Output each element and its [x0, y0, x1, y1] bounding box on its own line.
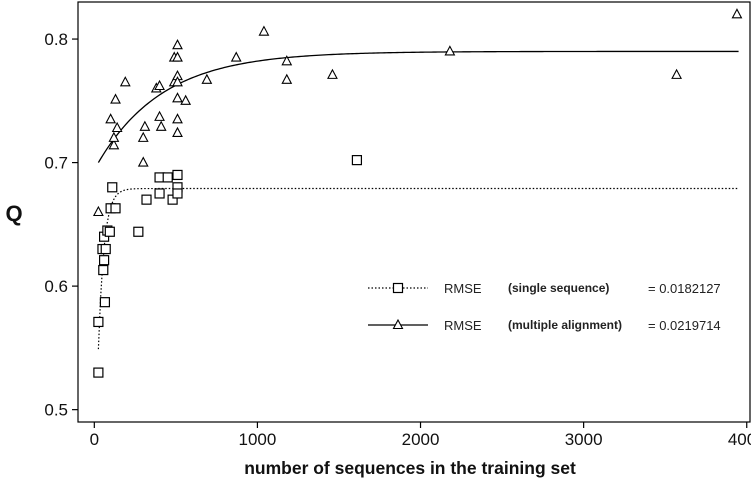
y-axis: 0.5 0.6 0.7 0.8	[44, 30, 78, 420]
x-tick-label: 4000	[728, 430, 751, 449]
point-multiple-alignment	[154, 79, 165, 91]
point-multiple-alignment	[108, 131, 120, 142]
point-multiple-alignment	[111, 121, 123, 133]
point-multiple-alignment	[172, 92, 183, 103]
legend-value: = 0.0219714	[648, 318, 721, 333]
y-tick-label: 0.7	[44, 154, 68, 173]
point-single-sequence	[99, 297, 111, 308]
x-tick-label: 0	[90, 430, 99, 449]
point-single-sequence	[172, 169, 183, 181]
legend-description: (single sequence)	[508, 281, 609, 295]
legend-value: = 0.0182127	[648, 281, 721, 296]
point-multiple-alignment	[137, 156, 149, 167]
point-multiple-alignment	[139, 120, 151, 131]
point-single-sequence	[107, 182, 118, 193]
y-tick-label: 0.6	[44, 277, 68, 296]
point-single-sequence	[98, 255, 110, 266]
point-single-sequence	[133, 226, 144, 237]
x-axis-title: number of sequences in the training set	[244, 458, 576, 478]
legend-label: RMSE	[444, 318, 482, 333]
point-single-sequence	[351, 155, 363, 166]
point-multiple-alignment	[281, 73, 293, 84]
fit-curve-multiple-alignment	[97, 50, 739, 163]
point-multiple-alignment	[108, 139, 120, 150]
data-points	[92, 8, 743, 378]
y-tick-label: 0.8	[44, 30, 68, 49]
x-tick-label: 1000	[239, 430, 277, 449]
point-multiple-alignment	[258, 25, 270, 36]
point-multiple-alignment	[230, 51, 242, 62]
legend-label: RMSE	[444, 281, 482, 296]
point-multiple-alignment	[172, 126, 183, 137]
point-multiple-alignment	[671, 68, 683, 79]
point-single-sequence	[93, 367, 104, 378]
point-multiple-alignment	[92, 205, 104, 217]
point-multiple-alignment	[172, 76, 183, 87]
point-single-sequence	[100, 243, 111, 255]
legend: RMSE (single sequence) = 0.0182127 RMSE (mul…	[368, 281, 721, 333]
point-multiple-alignment	[731, 8, 743, 19]
point-single-sequence	[141, 194, 152, 205]
x-axis: 0 1000 2000 3000 4000	[90, 422, 751, 449]
point-single-sequence	[154, 188, 165, 199]
point-multiple-alignment	[172, 51, 183, 62]
y-axis-title: Q	[5, 201, 22, 226]
point-single-sequence	[110, 203, 121, 214]
point-multiple-alignment	[155, 120, 167, 131]
point-single-sequence	[162, 172, 173, 183]
plot-frame	[77, 1, 751, 423]
point-multiple-alignment	[180, 94, 192, 105]
fit-curves	[97, 50, 739, 350]
point-single-sequence	[172, 188, 183, 199]
x-tick-label: 2000	[402, 430, 440, 449]
point-multiple-alignment	[119, 76, 131, 87]
point-single-sequence	[104, 226, 115, 237]
legend-marker	[392, 318, 404, 330]
point-multiple-alignment	[105, 113, 117, 124]
legend-marker	[392, 282, 404, 294]
point-multiple-alignment	[327, 68, 338, 79]
point-multiple-alignment	[154, 110, 165, 121]
y-tick-label: 0.5	[44, 401, 68, 420]
point-single-sequence	[98, 264, 109, 276]
point-multiple-alignment	[172, 113, 183, 124]
x-tick-label: 3000	[565, 430, 603, 449]
fit-curve-single-sequence	[97, 187, 739, 350]
point-multiple-alignment	[444, 45, 456, 56]
point-multiple-alignment	[110, 93, 121, 104]
point-multiple-alignment	[201, 73, 213, 84]
point-single-sequence	[93, 316, 104, 328]
point-multiple-alignment	[172, 39, 183, 50]
legend-description: (multiple alignment)	[508, 318, 622, 332]
point-multiple-alignment	[137, 131, 149, 142]
point-multiple-alignment	[281, 55, 293, 66]
